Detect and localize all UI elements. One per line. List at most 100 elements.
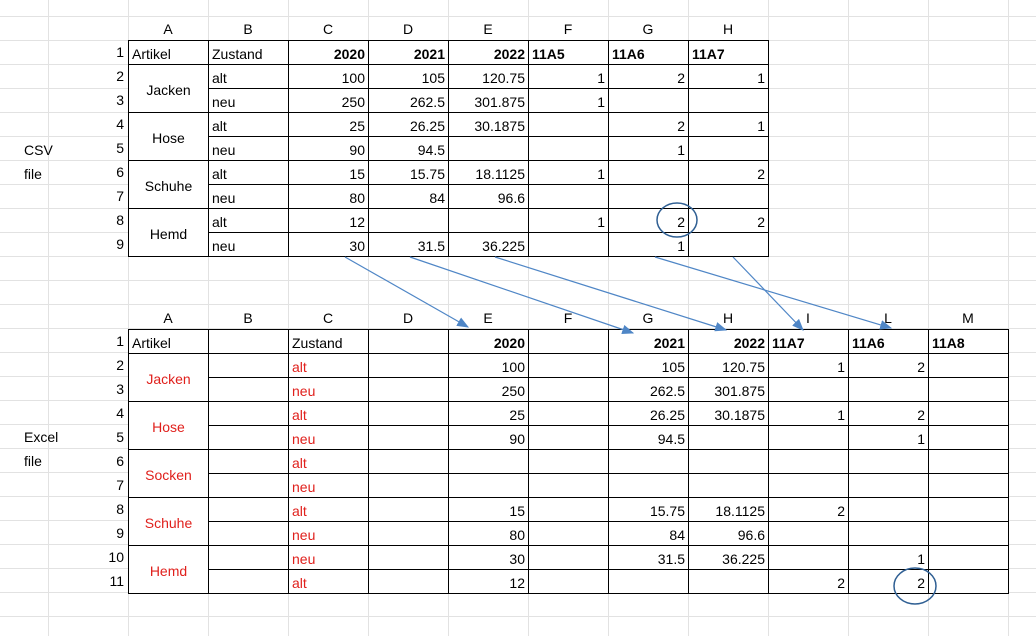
cell: 2 [848,401,929,426]
cell: 30.1875 [688,401,769,426]
cell [848,497,929,522]
item-cell: Schuhe [128,160,209,209]
cell [928,545,1009,570]
column-letter: I [806,310,810,326]
cell: 18.1125 [688,497,769,522]
cell [528,497,609,522]
cell [528,545,609,570]
cell: 262.5 [608,377,689,402]
caption: file [24,166,42,182]
cell: alt [288,401,369,426]
row-number: 2 [116,68,124,84]
cell [208,425,289,450]
header-cell: Artikel [128,329,209,354]
column-letter: B [243,310,253,326]
cell: 1 [528,88,609,113]
row-number: 5 [116,140,124,156]
cell [848,449,929,474]
cell: 30 [288,232,369,257]
cell [928,401,1009,426]
cell [208,497,289,522]
item-cell: Jacken [128,64,209,113]
arrow [494,256,728,332]
row-number: 8 [116,212,124,228]
cell: 25 [288,112,369,137]
item-cell: Jacken [128,353,209,402]
cell: neu [288,377,369,402]
row-number: 1 [116,44,124,60]
row-number: 9 [116,525,124,541]
cell: 262.5 [368,88,449,113]
row-number: 10 [108,549,124,565]
cell [608,449,689,474]
cell [448,449,529,474]
row-number: 4 [116,405,124,421]
header-cell: 11A5 [528,40,609,65]
cell: 12 [288,208,369,233]
cell [368,377,449,402]
row-number: 4 [116,116,124,132]
cell: 25 [448,401,529,426]
cell [368,425,449,450]
column-letter: C [322,310,334,326]
column-letter: L [884,310,892,326]
cell: 1 [688,112,769,137]
cell [768,521,849,546]
cell: 26.25 [608,401,689,426]
cell: 80 [288,184,369,209]
row-number: 2 [116,357,124,373]
cell: 18.1125 [448,160,529,185]
column-letter: A [163,21,173,37]
cell [528,112,609,137]
caption: file [24,453,42,469]
cell: 2 [848,569,929,594]
cell [368,208,449,233]
row-number: 7 [116,477,124,493]
column-letter: H [722,21,734,37]
column-letter: E [483,310,493,326]
row-number: 7 [116,188,124,204]
cell [768,377,849,402]
cell [208,521,289,546]
cell: alt [288,569,369,594]
cell [688,569,769,594]
cell: 105 [368,64,449,89]
cell [928,521,1009,546]
item-cell: Hemd [128,208,209,257]
cell [688,136,769,161]
cell: 30.1875 [448,112,529,137]
column-letter: F [563,310,573,326]
cell [608,569,689,594]
cell [528,569,609,594]
cell [528,232,609,257]
caption: CSV [24,142,53,158]
cell [608,88,689,113]
arrow [654,256,893,330]
row-number: 11 [109,573,124,589]
cell: 100 [288,64,369,89]
cell [208,449,289,474]
item-cell: Hemd [128,545,209,594]
cell: alt [208,64,289,89]
cell [528,521,609,546]
cell: neu [288,545,369,570]
cell: 2 [688,208,769,233]
cell [368,401,449,426]
column-letter: H [722,310,734,326]
column-letter: E [483,21,493,37]
cell: 15 [448,497,529,522]
highlight-circle [893,567,937,605]
row-number: 3 [116,92,124,108]
column-letter: D [402,310,414,326]
cell [928,377,1009,402]
column-letter: C [322,21,334,37]
cell: 96.6 [448,184,529,209]
cell: 94.5 [608,425,689,450]
cell [368,569,449,594]
cell: 26.25 [368,112,449,137]
row-number: 3 [116,381,124,397]
cell: 1 [768,401,849,426]
column-letter: B [243,21,253,37]
